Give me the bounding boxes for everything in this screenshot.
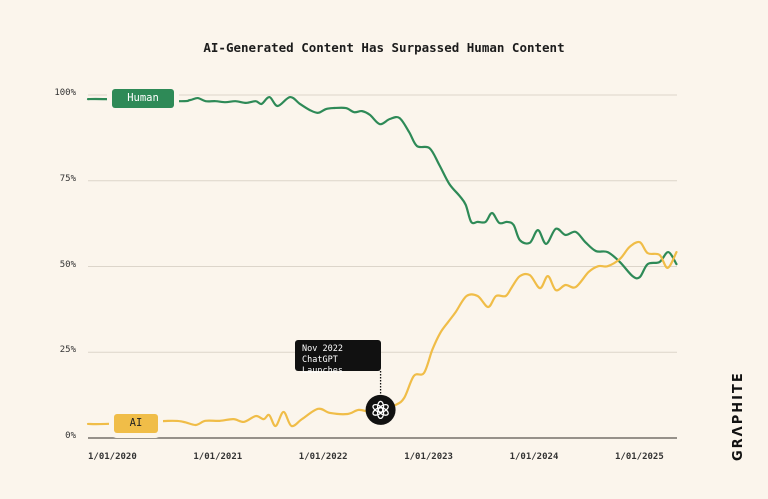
x-tick-label: 1/01/2021	[193, 452, 243, 462]
annotation-date: Nov 2022	[302, 344, 343, 354]
annotation-text: ChatGPT Launches	[302, 355, 343, 376]
y-tick-label: 100%	[54, 88, 76, 98]
legend-label-ai: AI	[114, 414, 158, 433]
x-tick-label: 1/01/2024	[509, 452, 559, 462]
chart-title: AI-Generated Content Has Surpassed Human…	[203, 40, 565, 55]
legend-label-human: Human	[112, 89, 174, 108]
x-tick-label: 1/01/2020	[88, 452, 137, 462]
y-tick-label: 0%	[65, 431, 76, 441]
annotation-marker	[365, 394, 396, 425]
openai-logo-icon	[372, 400, 389, 420]
y-tick-label: 50%	[59, 259, 76, 270]
x-tick-label: 1/01/2023	[404, 452, 453, 462]
svg-text:GRΛPHITE: GRΛPHITE	[731, 371, 746, 461]
x-tick-label: 1/01/2022	[298, 452, 348, 462]
y-tick-label: 25%	[59, 345, 76, 356]
graphite-logo: GRΛPHITE	[731, 371, 746, 461]
ai-series-line	[86, 240, 678, 428]
human-series-line	[86, 95, 678, 280]
x-tick-label: 1/01/2025	[615, 452, 664, 462]
annotation-tooltip: Nov 2022 ChatGPT Launches	[295, 340, 381, 376]
y-tick-label: 75%	[59, 173, 76, 184]
